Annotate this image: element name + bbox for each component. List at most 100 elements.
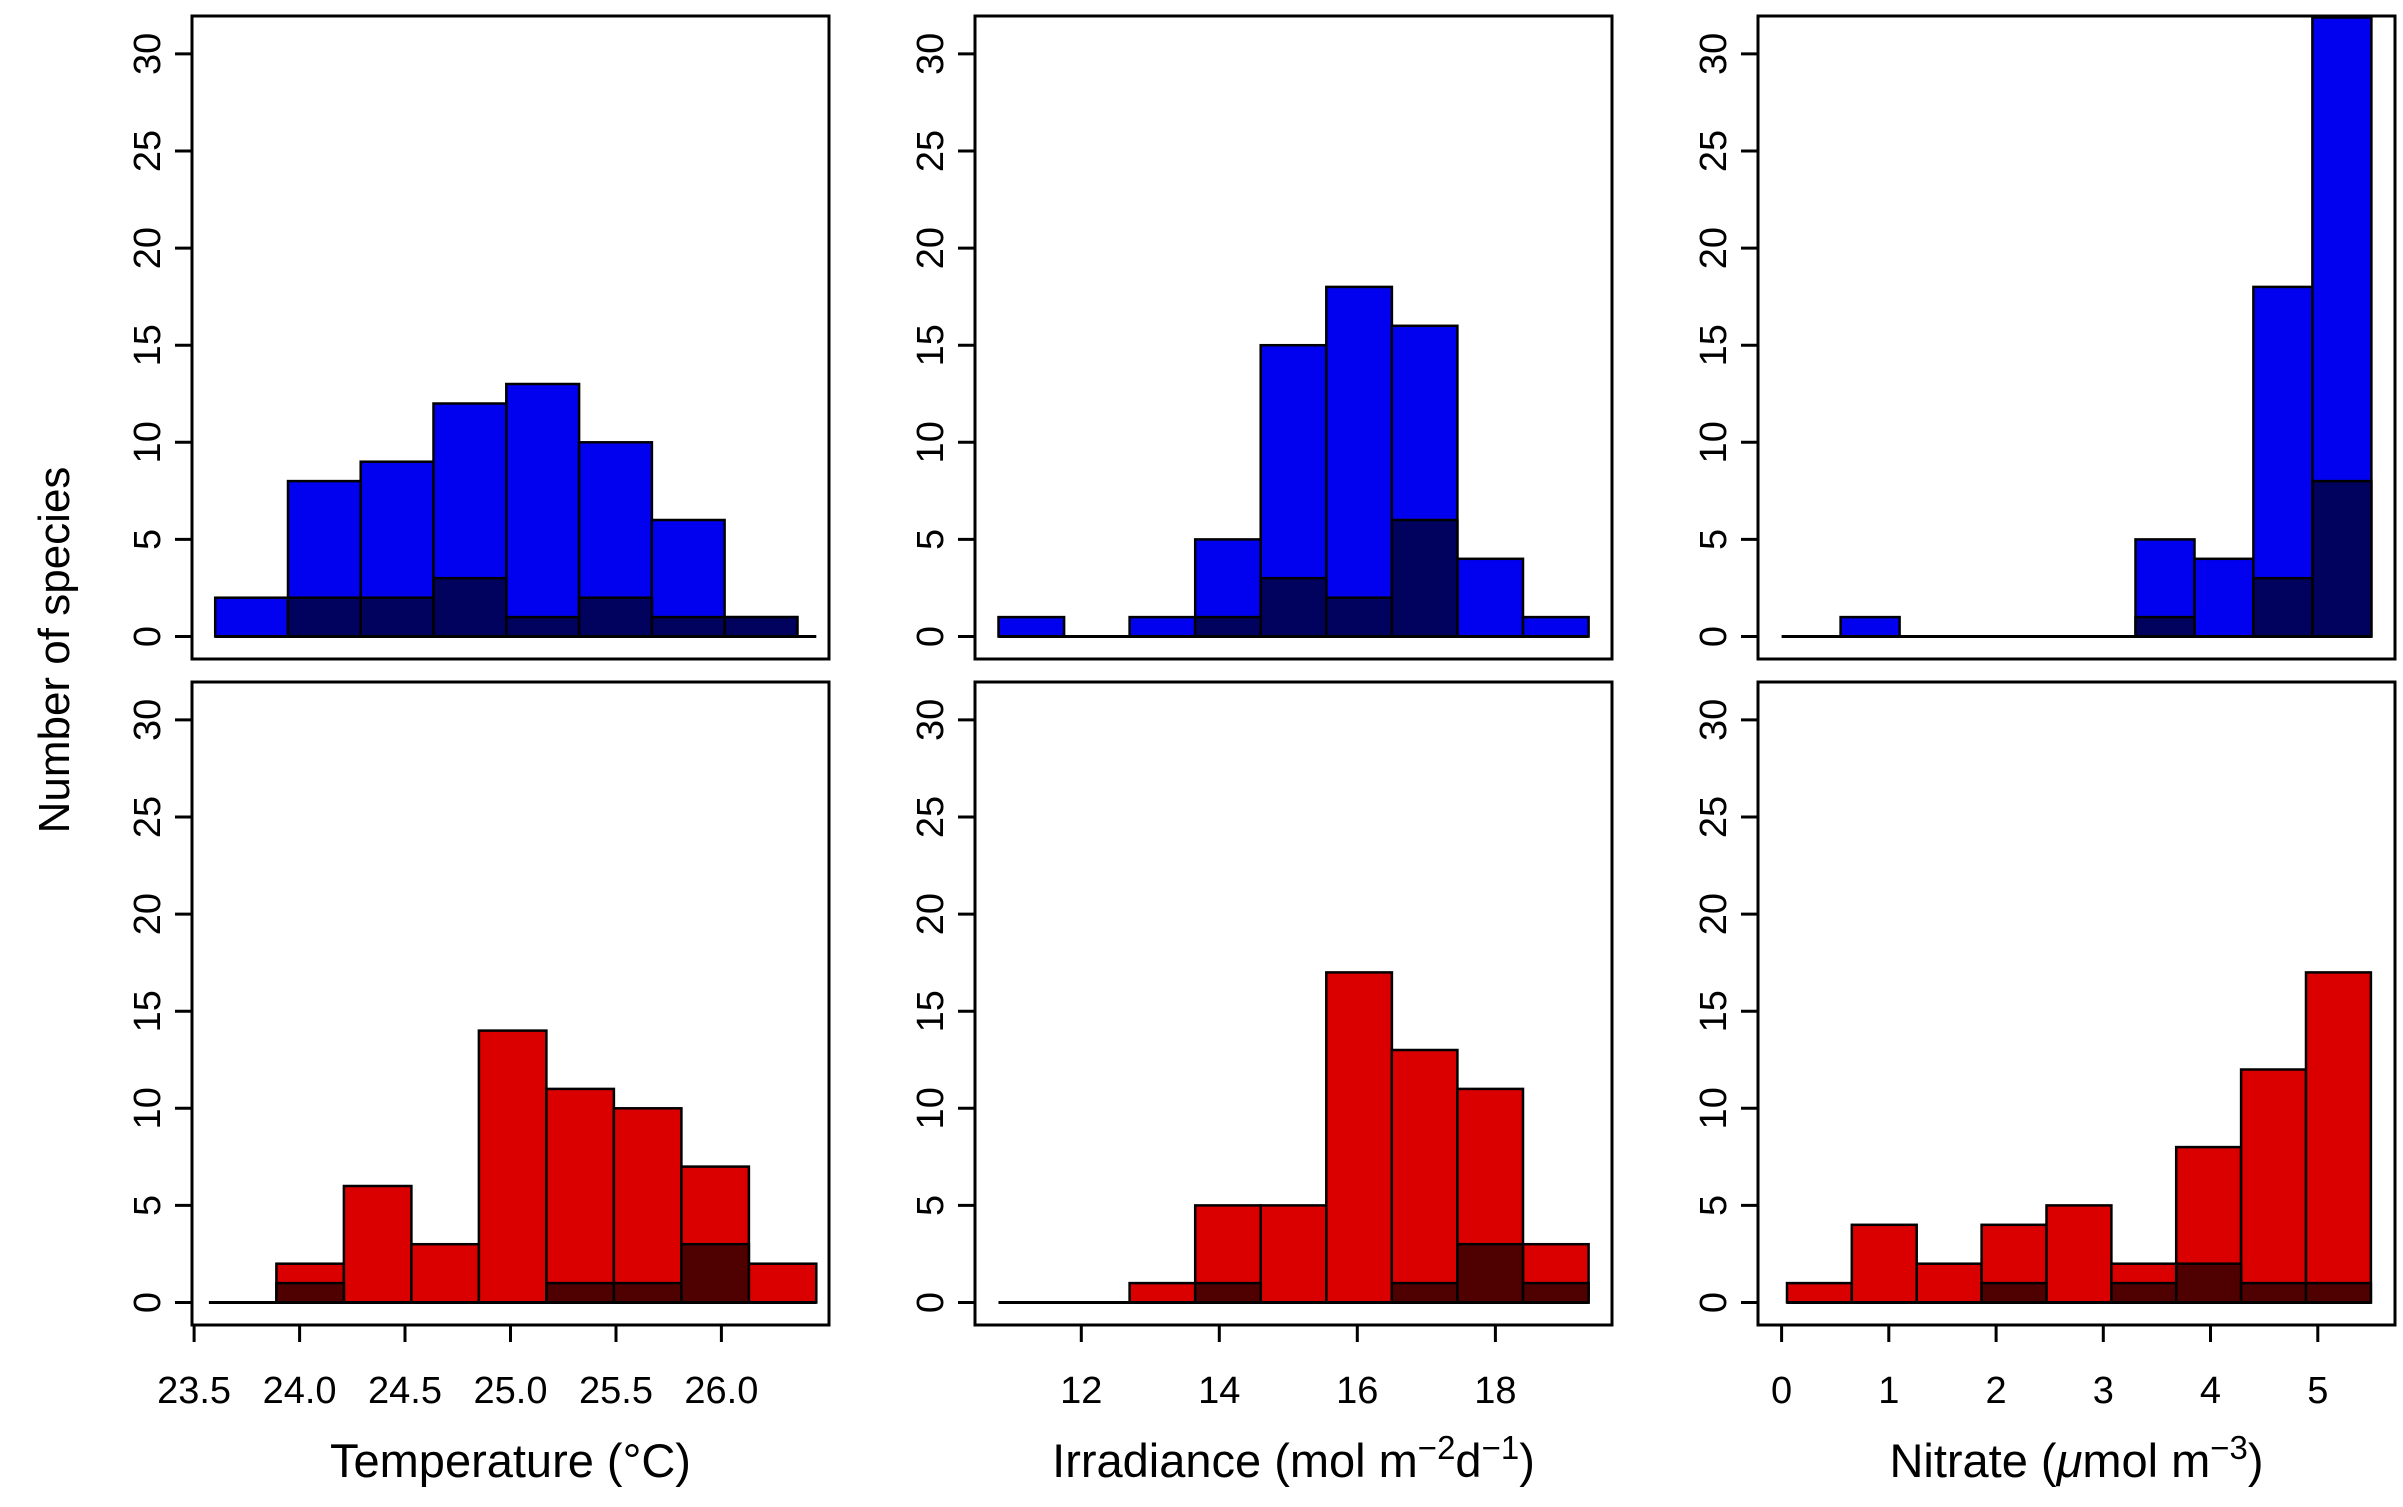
histogram-bar [997,615,1066,638]
histogram-bar [612,1107,683,1304]
y-tick-label: 15 [910,324,952,366]
histogram-bar [650,615,726,638]
y-tick-label: 5 [127,1195,169,1216]
y-tick-label: 20 [127,227,169,269]
histogram-bar [577,596,654,638]
x-tick-label: 16 [1336,1370,1378,1412]
histogram-bar [2252,576,2314,638]
histogram-bar [1390,1048,1459,1304]
y-tick-label: 5 [127,529,169,550]
y-tick-label: 20 [127,893,169,935]
histogram-bar [505,615,581,638]
y-tick-label: 25 [1693,130,1735,172]
y-tick-label: 0 [1693,1292,1735,1313]
y-tick-label: 25 [910,130,952,172]
panel-frame [1756,680,2397,1327]
y-tick-label: 20 [910,893,952,935]
histogram-bar [286,596,363,638]
histogram-bar [410,1242,481,1304]
y-tick-label: 10 [1693,1087,1735,1129]
histogram-bar [359,596,435,638]
x-tick-label: 12 [1060,1370,1102,1412]
x-tick-label: 24.5 [368,1370,442,1412]
y-tick-label: 30 [1693,699,1735,741]
x-axis-title: Temperature (°C) [330,1434,691,1487]
x-tick-label: 1 [1878,1370,1899,1412]
histogram-bar [1850,1223,1918,1304]
x-tick-label: 24.0 [263,1370,337,1412]
temperature-bottom-dark-red-overlay-histogram [275,1242,751,1304]
histogram-bar [2239,1068,2308,1304]
y-tick-label: 0 [910,626,952,647]
x-tick-label: 4 [2200,1370,2221,1412]
y-tick-label: 25 [127,130,169,172]
x-tick-label: 2 [1986,1370,2007,1412]
histogram-bar [723,615,799,638]
panel-frame [973,680,1614,1327]
y-tick-label: 0 [910,1292,952,1313]
x-tick-label: 25.0 [474,1370,548,1412]
y-tick-label: 25 [1693,796,1735,838]
histogram-bar [2174,1262,2243,1304]
panel-nitrate-bottom: 0 5 10 15 20 25 30 0 1 2 3 4 5 Nitrate (μmol m−3) [1693,680,2397,1487]
panel-temperature-top: 0 5 10 15 20 25 30 [127,14,831,661]
y-tick-label: 5 [910,1195,952,1216]
x-axis-title: Nitrate (μmol m−3) [1889,1429,2263,1487]
y-tick-label: 30 [1693,33,1735,75]
y-tick-label: 30 [910,699,952,741]
histogram-bar [680,1242,751,1304]
histogram-bar [2304,971,2373,1304]
histogram-bar [1325,285,1394,638]
histogram-bar [275,1281,346,1304]
histogram-bar [1980,1281,2048,1304]
x-tick-label: 14 [1198,1370,1240,1412]
x-tick-label: 26.0 [684,1370,758,1412]
y-tick-label: 0 [1693,626,1735,647]
histogram-bar [2045,1204,2113,1304]
y-tick-label: 10 [910,421,952,463]
y-tick-label: 5 [1693,529,1735,550]
y-tick-label: 25 [127,796,169,838]
y-axis-title-text: Number of species [30,466,79,834]
y-tick-label: 15 [127,324,169,366]
y-tick-label: 15 [127,990,169,1032]
y-tick-label: 20 [1693,227,1735,269]
panel-irradiance-bottom: 0 5 10 15 20 25 30 12 14 16 18 Irradiance (mol m−2d… [910,680,1614,1487]
histogram-bar [1128,1281,1197,1304]
x-axis-title: Irradiance (mol m−2d−1) [1052,1429,1535,1487]
panel-irradiance-top: 0 5 10 15 20 25 30 [910,14,1614,661]
x-tick-label: 23.5 [157,1370,231,1412]
y-tick-label: 10 [910,1087,952,1129]
histogram-bar [1259,576,1328,638]
y-tick-label: 0 [127,1292,169,1313]
histogram-bar [1325,971,1394,1304]
histogram-bar [213,596,290,638]
histogram-bar [432,576,508,638]
histogram-bar [2134,615,2196,638]
histogram-bar [1456,1242,1525,1304]
histogram-bar [1521,615,1590,638]
y-tick-label: 15 [910,990,952,1032]
histogram-bar [2311,479,2373,638]
panel-nitrate-top: 0 5 10 15 20 25 30 [1693,14,2397,661]
histogram-bar [1390,1281,1459,1304]
y-tick-label: 15 [1693,990,1735,1032]
histogram-bar [1915,1262,1983,1304]
y-tick-label: 5 [1693,1195,1735,1216]
y-tick-label: 30 [127,33,169,75]
y-tick-label: 10 [1693,421,1735,463]
panel-frame [1756,14,2397,661]
x-tick-label: 0 [1771,1370,1792,1412]
histogram-bar [342,1184,413,1304]
nitrate-bottom-red-histogram [1785,971,2373,1304]
x-tick-label: 25.5 [579,1370,653,1412]
temperature-top-dark-blue-overlay-histogram [286,576,799,638]
y-tick-label: 0 [127,626,169,647]
y-tick-label: 20 [1693,893,1735,935]
y-tick-label: 10 [127,421,169,463]
histogram-bar [1193,1281,1263,1304]
x-tick-label: 3 [2093,1370,2114,1412]
histogram-bar [545,1087,616,1304]
